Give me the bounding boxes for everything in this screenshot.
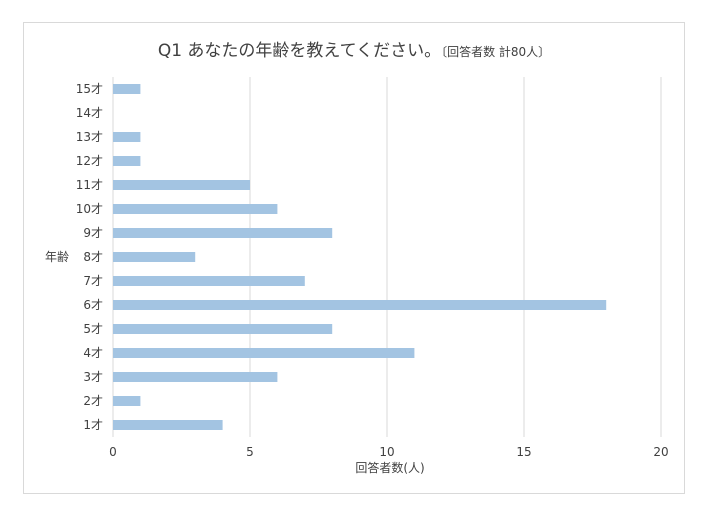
- x-tick-label: 5: [246, 445, 254, 459]
- bar: [113, 156, 141, 166]
- y-tick-labels: 1才 2才 3才 4才 5才 6才 7才 8才 9才 10才 11才 12才 13才 14才 15才: [76, 82, 103, 432]
- y-tick-label: 3才: [83, 370, 103, 384]
- bar: [113, 84, 141, 94]
- y-tick-label: 8才: [83, 250, 103, 264]
- y-tick-label: 14才: [76, 106, 103, 120]
- bar: [113, 348, 415, 358]
- bar: [113, 204, 278, 214]
- chart-subtitle: 〔回答者数 計80人〕: [441, 45, 551, 59]
- bar: [113, 300, 607, 310]
- y-tick-label: 5才: [83, 322, 103, 336]
- bar: [113, 324, 333, 334]
- bar: [113, 180, 250, 190]
- bar: [113, 372, 278, 382]
- x-tick-labels: 0 5 10 15 20: [109, 445, 668, 459]
- y-tick-label: 1才: [83, 418, 103, 432]
- y-tick-label: 6才: [83, 298, 103, 312]
- y-axis-label: 年齢: [45, 249, 69, 264]
- bar: [113, 228, 333, 238]
- x-tick-label: 15: [516, 445, 531, 459]
- bar: [113, 252, 196, 262]
- bar: [113, 132, 141, 142]
- y-tick-label: 2才: [83, 394, 103, 408]
- x-tick-label: 10: [379, 445, 394, 459]
- y-tick-label: 15才: [76, 82, 103, 96]
- x-tick-label: 0: [109, 445, 117, 459]
- chart-title-main: Q1 あなたの年齢を教えてください。: [157, 41, 442, 61]
- x-tick-label: 20: [653, 445, 668, 459]
- y-tick-label: 13才: [76, 130, 103, 144]
- y-tick-label: 4才: [83, 346, 103, 360]
- y-tick-label: 10才: [76, 202, 103, 216]
- x-axis-label: 回答者数(人): [355, 460, 424, 475]
- bar: [113, 396, 141, 406]
- y-tick-label: 12才: [76, 154, 103, 168]
- y-tick-label: 9才: [83, 226, 103, 240]
- bar: [113, 276, 305, 286]
- y-tick-label: 7才: [83, 274, 103, 288]
- bar: [113, 420, 223, 430]
- chart-title: Q1 あなたの年齢を教えてください。〔回答者数 計80人〕: [23, 36, 685, 61]
- y-tick-label: 11才: [76, 178, 103, 192]
- bars: [113, 84, 607, 430]
